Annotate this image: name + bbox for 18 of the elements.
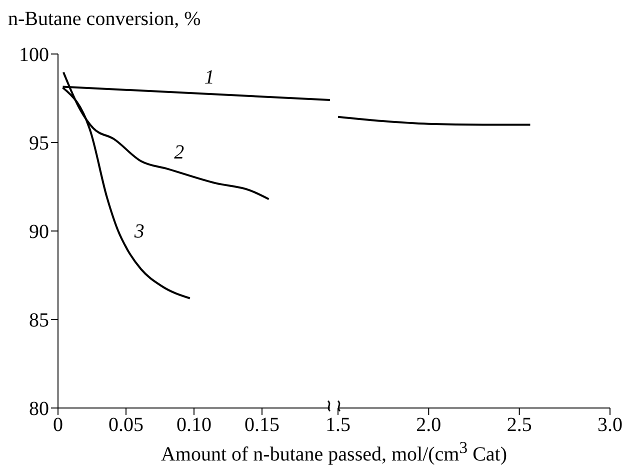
x-tick-label: 3.0 [598, 414, 622, 436]
y-tick-label: 95 [29, 132, 49, 155]
series-label: 1 [204, 66, 214, 88]
x-tick-label: 0.10 [176, 414, 212, 436]
y-tick-label: 100 [19, 44, 49, 66]
x-tick-label: 2.0 [416, 414, 442, 436]
y-tick-label: 80 [29, 398, 49, 420]
y-tick-label: 90 [29, 221, 49, 244]
series-label: 2 [174, 141, 184, 164]
series-label: 3 [133, 220, 144, 242]
x-tick-label: 0.15 [244, 414, 280, 436]
x-tick-label: 2.5 [506, 414, 532, 436]
x-tick-label: 1.5 [326, 414, 350, 436]
y-tick-label: 85 [29, 310, 49, 332]
x-axis-title: Amount of n-butane passed, mol/(cm$^{3}$ Cat) [160, 438, 508, 467]
x-tick-label: 0 [53, 414, 63, 436]
y-axis-title: n-Butane conversion, % [8, 8, 201, 31]
x-tick-label: 0.05 [108, 414, 144, 436]
